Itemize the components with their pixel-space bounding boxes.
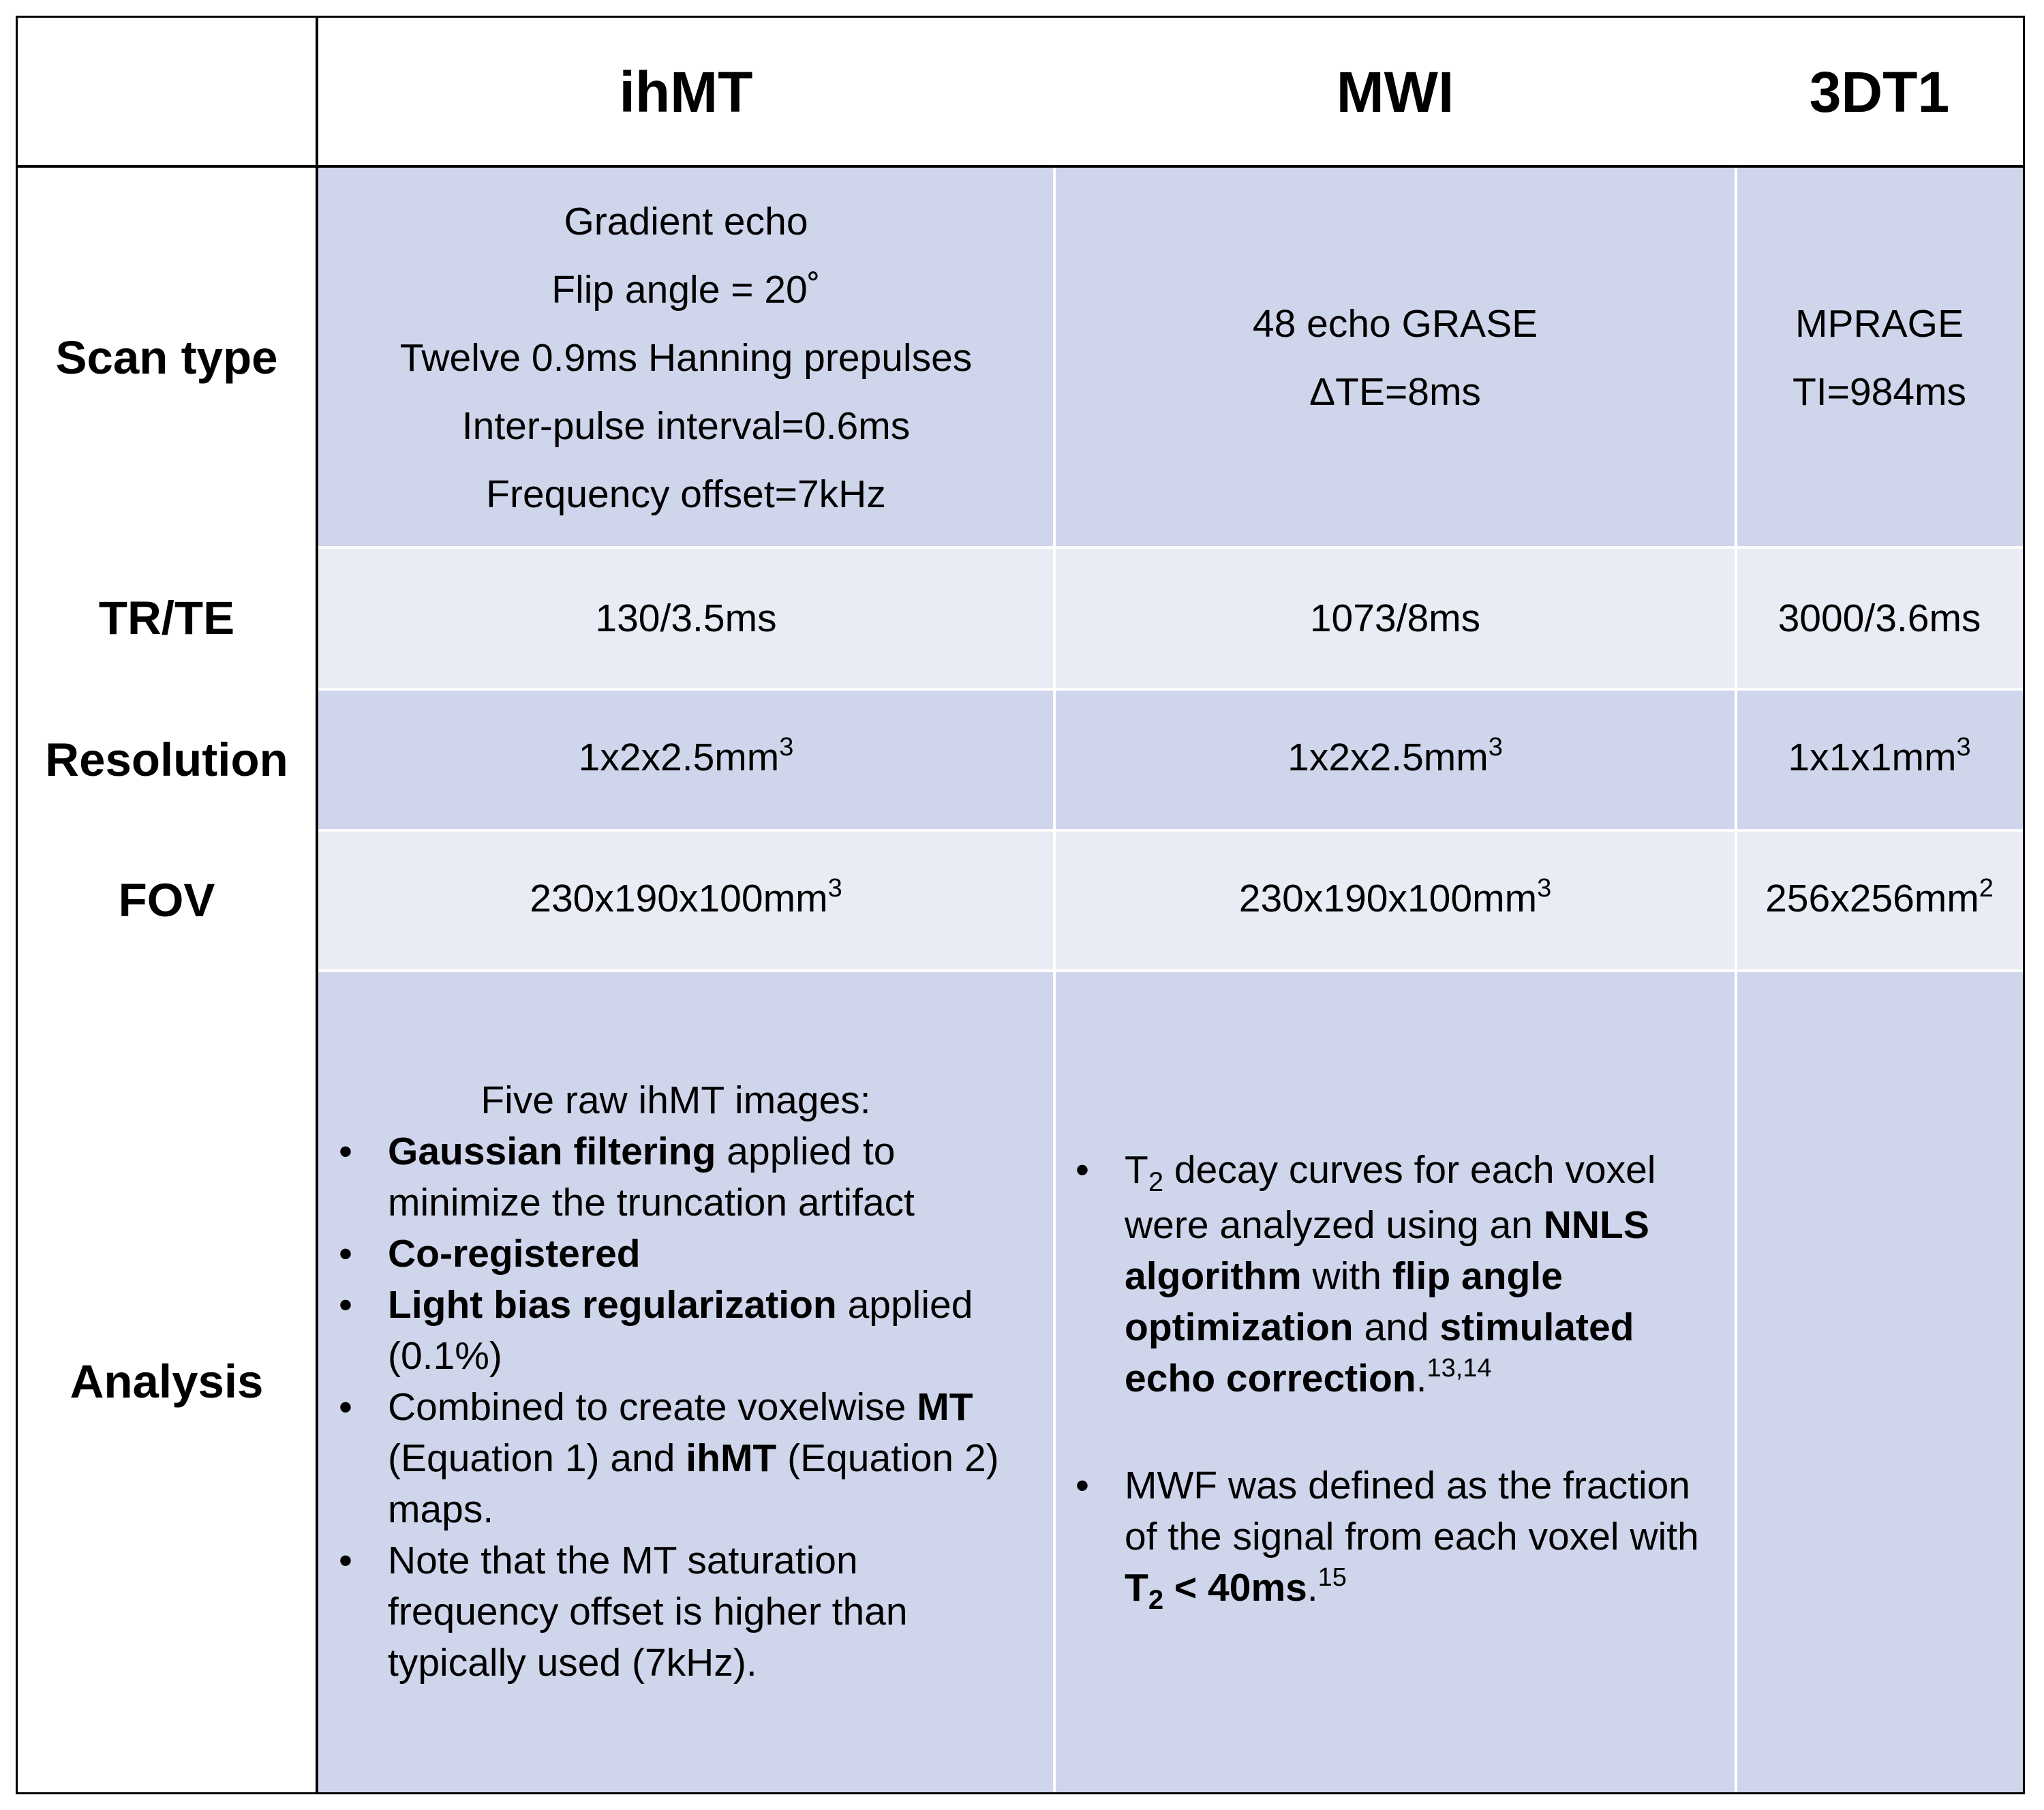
scan-type-mwi: 48 echo GRASE ΔTE=8ms	[1054, 168, 1736, 547]
exponent: 3	[1956, 733, 1971, 761]
exponent: 3	[827, 873, 842, 903]
exponent: 3	[1537, 873, 1552, 903]
divider	[318, 688, 2023, 691]
scan-type-ihmt: Gradient echo Flip angle = 20˚ Twelve 0.…	[318, 168, 1054, 547]
divider	[1053, 168, 1056, 1792]
divider	[318, 829, 2023, 832]
analysis-3dt1	[1736, 971, 2023, 1792]
scan-line: ΔTE=8ms	[1309, 369, 1481, 414]
scan-type-3dt1: MPRAGE TI=984ms	[1736, 168, 2023, 547]
scan-line: Inter-pulse interval=0.6ms	[461, 404, 911, 448]
tr-te-mwi: 1073/8ms	[1054, 547, 1736, 689]
analysis-list: T2 decay curves for each voxel were anal…	[1076, 1145, 1715, 1618]
row-label-scan-type: Scan type	[18, 168, 316, 547]
header-3dt1: 3DT1	[1809, 59, 1950, 124]
list-item: MWF was defined as the fraction of the s…	[1076, 1460, 1715, 1618]
exponent: 3	[779, 733, 794, 761]
header-ihmt: ihMT	[619, 59, 753, 124]
resolution-3dt1: 1x1x1mm3	[1736, 689, 2023, 830]
scan-line: Gradient echo	[564, 199, 808, 243]
value: 1x1x1mm	[1788, 736, 1957, 779]
analysis-intro: Five raw ihMT images:	[481, 1078, 871, 1122]
exponent: 3	[1488, 733, 1503, 761]
list-item: Light bias regularization applied (0.1%)	[339, 1280, 1034, 1382]
label-column-rule	[316, 18, 318, 1792]
protocol-table: ihMT MWI 3DT1 Scan type Gradient echo Fl…	[16, 16, 2025, 1794]
list-item: Gaussian filtering applied to minimize t…	[339, 1126, 1034, 1228]
scan-line: Flip angle = 20˚	[551, 267, 821, 312]
scan-line: Twelve 0.9ms Hanning prepulses	[399, 335, 973, 380]
row-label-analysis: Analysis	[18, 971, 316, 1792]
header-rule	[18, 165, 2023, 168]
scan-line: TI=984ms	[1792, 369, 1967, 414]
tr-te-3dt1: 3000/3.6ms	[1736, 547, 2023, 689]
row-label-tr-te: TR/TE	[18, 547, 316, 689]
exponent: 2	[1979, 873, 1994, 903]
scan-line: Frequency offset=7kHz	[486, 472, 886, 516]
resolution-mwi: 1x2x2.5mm3	[1054, 689, 1736, 830]
list-item: Combined to create voxelwise MT (Equatio…	[339, 1382, 1034, 1535]
header-mwi: MWI	[1336, 59, 1454, 124]
value: 256x256mm	[1765, 876, 1979, 920]
tr-te-ihmt: 130/3.5ms	[318, 547, 1054, 689]
analysis-ihmt: Five raw ihMT images: Gaussian filtering…	[318, 971, 1054, 1792]
value: 230x190x100mm	[530, 876, 828, 920]
analysis-list: Gaussian filtering applied to minimize t…	[339, 1126, 1034, 1689]
fov-3dt1: 256x256mm2	[1736, 830, 2023, 971]
scan-line: 48 echo GRASE	[1252, 301, 1538, 346]
value: 1x2x2.5mm	[1287, 736, 1489, 779]
resolution-ihmt: 1x2x2.5mm3	[318, 689, 1054, 830]
list-item: Co-registered	[339, 1228, 1034, 1280]
scan-line: MPRAGE	[1795, 301, 1964, 346]
fov-ihmt: 230x190x100mm3	[318, 830, 1054, 971]
divider	[1735, 168, 1737, 1792]
divider	[318, 546, 2023, 549]
row-label-fov: FOV	[18, 830, 316, 971]
divider	[318, 969, 2023, 972]
value: 1x2x2.5mm	[578, 736, 780, 779]
list-item: Note that the MT saturation frequency of…	[339, 1535, 1034, 1689]
analysis-mwi: T2 decay curves for each voxel were anal…	[1054, 971, 1736, 1792]
fov-mwi: 230x190x100mm3	[1054, 830, 1736, 971]
value: 230x190x100mm	[1238, 876, 1538, 920]
row-label-resolution: Resolution	[18, 689, 316, 830]
list-item: T2 decay curves for each voxel were anal…	[1076, 1145, 1715, 1409]
